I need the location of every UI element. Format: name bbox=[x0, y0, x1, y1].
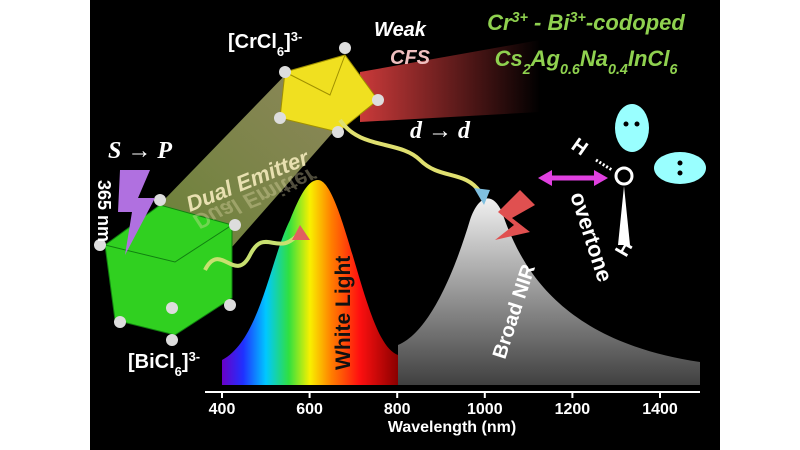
dd-transition: d → d bbox=[410, 118, 471, 144]
tick-label: 1400 bbox=[642, 401, 678, 418]
tick-label: 800 bbox=[384, 401, 411, 418]
title-line-1: Cr3+ - Bi3+-codoped bbox=[487, 10, 685, 35]
arrow-head bbox=[292, 225, 310, 240]
wavy-arrow bbox=[203, 230, 302, 271]
tick-label: 600 bbox=[296, 401, 323, 418]
x-axis: Wavelength (nm) 400 600 800 1000 1200 1400 bbox=[205, 391, 700, 436]
white-light-spectrum bbox=[222, 180, 398, 385]
lone-pairs bbox=[615, 104, 706, 184]
oxygen-ring bbox=[614, 166, 634, 186]
lightning bbox=[118, 170, 155, 255]
hashed-bond bbox=[595, 158, 613, 172]
cr-edges bbox=[284, 54, 346, 96]
wavy-arrow bbox=[338, 118, 482, 194]
atoms bbox=[94, 42, 384, 346]
wedge-bond bbox=[618, 186, 630, 245]
cfs-beam bbox=[360, 40, 540, 122]
sp-transition: S → P bbox=[108, 138, 172, 164]
tick-label: 1000 bbox=[467, 401, 503, 418]
tick-label: 400 bbox=[209, 401, 236, 418]
cr-octahedron bbox=[279, 54, 379, 133]
bi-complex-label: [BiCl6]3- bbox=[128, 349, 200, 379]
axis-title: Wavelength (nm) bbox=[388, 419, 516, 436]
double-arrow bbox=[538, 170, 608, 186]
lightning bbox=[495, 190, 535, 240]
white-light-label: White Light bbox=[332, 256, 355, 370]
excitation-label: 365 nm bbox=[94, 180, 114, 242]
arrow-head bbox=[474, 188, 490, 205]
weak-label: Weak bbox=[374, 19, 427, 41]
title-line-2: Cs2Ag0.6Na0.4InCl6 bbox=[495, 46, 679, 78]
nir-spectrum bbox=[398, 198, 700, 385]
bi-edges bbox=[104, 224, 233, 263]
tick-label: 1200 bbox=[555, 401, 591, 418]
cr-complex-label: [CrCl6]3- bbox=[228, 29, 302, 59]
cfs-label: CFS bbox=[390, 47, 431, 69]
